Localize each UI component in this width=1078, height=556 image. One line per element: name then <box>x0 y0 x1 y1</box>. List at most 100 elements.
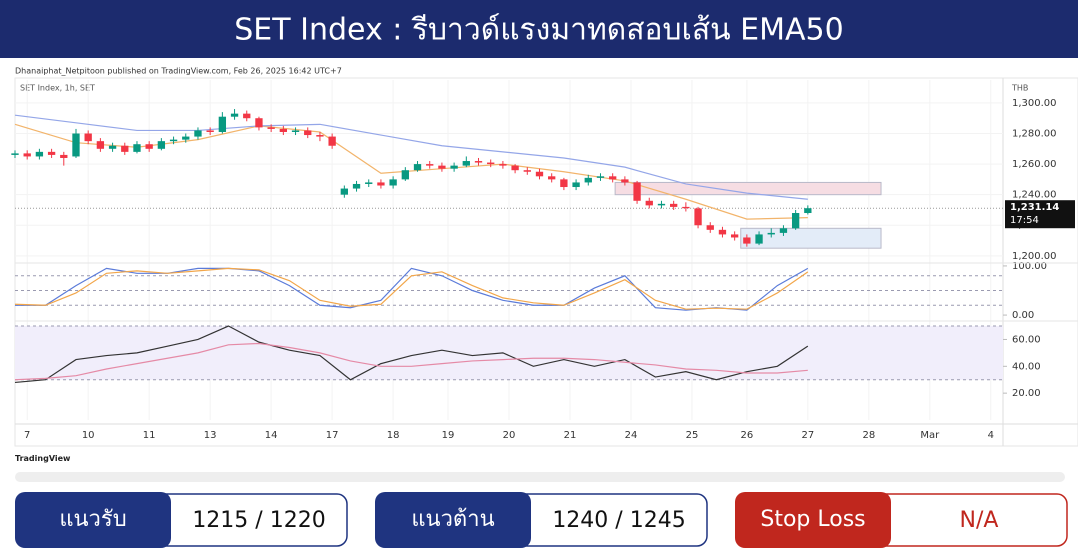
candle-body <box>255 118 263 128</box>
candle-body <box>560 179 568 188</box>
candle-body <box>706 225 714 230</box>
level-label-pill <box>375 492 531 548</box>
candle-body <box>755 234 763 244</box>
attribution: Dhanaiphat_Netpitoon published on Tradin… <box>15 67 342 76</box>
y-tick-label: 60.00 <box>1012 334 1041 345</box>
candle-body <box>108 145 117 149</box>
candle-body <box>584 177 592 183</box>
candle-body <box>47 151 56 155</box>
candle-body <box>340 188 348 195</box>
candle-body <box>60 154 68 158</box>
candle-body <box>267 127 275 129</box>
x-tick-label: 24 <box>625 430 638 441</box>
line-series <box>14 267 809 310</box>
x-tick-label: 20 <box>503 430 516 441</box>
candle-body <box>548 176 556 180</box>
y-tick-label: 1,200.00 <box>1012 251 1057 262</box>
candle-body <box>279 128 288 132</box>
zone <box>740 227 882 249</box>
candle-body <box>791 213 800 229</box>
candle-body <box>206 130 214 132</box>
candle-body <box>23 153 31 157</box>
candle-body <box>743 237 751 244</box>
candle-body <box>474 161 483 163</box>
candle-body <box>145 144 153 149</box>
candle-body <box>804 208 812 214</box>
candle-body <box>572 182 580 188</box>
candle-body <box>328 136 336 146</box>
candle-body <box>11 153 19 155</box>
candle-body <box>718 229 727 235</box>
x-tick-label: 10 <box>82 430 95 441</box>
x-tick-label: Mar <box>920 430 940 441</box>
x-tick-label: 28 <box>862 430 875 441</box>
scrollbar <box>15 472 1065 482</box>
candle-body <box>670 203 678 207</box>
candle-body <box>96 141 105 149</box>
candle-body <box>767 232 775 235</box>
candle-body <box>133 144 141 152</box>
zone <box>614 181 882 196</box>
candle-body <box>413 164 422 171</box>
candle-body <box>218 116 227 132</box>
y-tick-label: 0.00 <box>1012 310 1034 321</box>
candle-body <box>304 130 312 136</box>
level-label: แนวต้าน <box>411 507 494 532</box>
y-tick-label: 1,240.00 <box>1012 190 1057 201</box>
candle-body <box>194 130 202 137</box>
candle-body <box>169 139 178 142</box>
y-tick-label: 40.00 <box>1012 361 1041 372</box>
candle-body <box>182 136 190 140</box>
x-tick-label: 4 <box>988 430 994 441</box>
x-tick-label: 18 <box>387 430 400 441</box>
level-label-pill <box>735 492 891 548</box>
candle-body <box>730 234 739 238</box>
candle-body <box>779 228 788 233</box>
x-tick-label: 21 <box>564 430 577 441</box>
candle-body <box>291 130 300 132</box>
x-tick-label: 7 <box>24 430 30 441</box>
candle-body <box>72 133 80 157</box>
x-tick-label: 11 <box>143 430 156 441</box>
y-tick-label: 1,280.00 <box>1012 129 1057 140</box>
candle-body <box>596 176 605 178</box>
x-tick-label: 25 <box>686 430 699 441</box>
y-tick-label: 100.00 <box>1012 261 1047 272</box>
candle-body <box>462 161 470 166</box>
candle-body <box>365 182 373 184</box>
x-tick-label: 17 <box>326 430 339 441</box>
candle-body <box>523 170 531 172</box>
level-value: 1215 / 1220 <box>192 508 325 533</box>
candle-body <box>401 170 409 180</box>
header-title: SET Index : รีบาวด์แรงมาทดสอบเส้น EMA50 <box>234 13 843 48</box>
candle-body <box>682 206 690 209</box>
band <box>15 326 1003 380</box>
candle-body <box>499 164 507 166</box>
countdown: 17:54 <box>1010 215 1039 226</box>
candle-body <box>377 182 385 186</box>
currency: THB <box>1011 84 1028 93</box>
line-series <box>15 267 809 311</box>
candle-body <box>243 113 251 119</box>
candle-body <box>694 208 702 226</box>
x-tick-label: 27 <box>801 430 814 441</box>
candle-body <box>389 179 397 186</box>
y-tick-label: 1,260.00 <box>1012 159 1057 170</box>
candle-body <box>609 176 617 180</box>
y-tick-label: 20.00 <box>1012 388 1041 399</box>
candle-body <box>657 203 666 206</box>
x-tick-label: 19 <box>442 430 455 441</box>
candle-body <box>438 165 446 169</box>
line-series <box>14 123 808 220</box>
line-series <box>14 114 808 200</box>
candle-body <box>352 183 361 189</box>
brand-text: TradingView <box>15 454 71 463</box>
level-value: N/A <box>960 508 999 533</box>
candle-body <box>645 200 653 206</box>
level-label-pill <box>15 492 171 548</box>
line-series <box>14 342 808 381</box>
candle-body <box>316 135 324 137</box>
candle-body <box>535 171 544 177</box>
level-label: Stop Loss <box>760 507 865 532</box>
